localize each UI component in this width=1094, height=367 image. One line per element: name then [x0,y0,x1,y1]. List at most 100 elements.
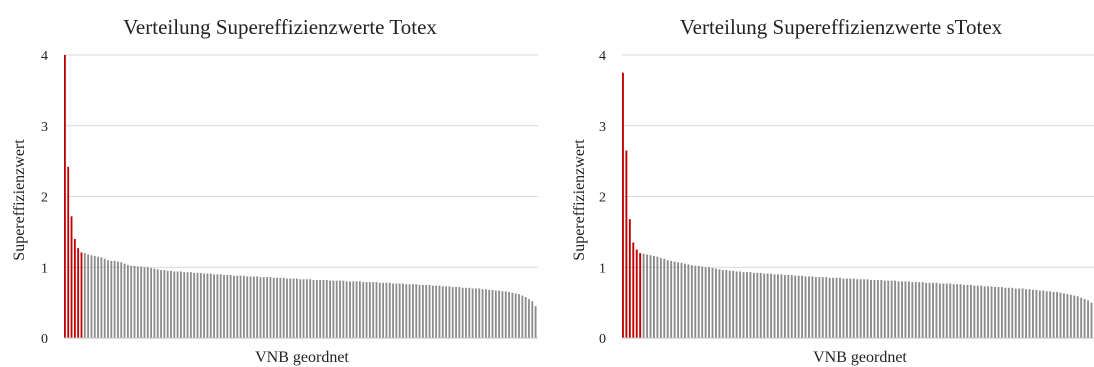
bar [1000,287,1003,338]
bar [918,282,921,338]
bar [673,261,676,338]
bar [663,258,666,338]
bar [372,282,375,338]
bar [352,281,355,338]
bar [856,279,859,338]
bar [332,280,335,338]
bar [646,254,649,338]
highlighted-bar [622,72,624,338]
highlighted-bar [628,219,631,338]
bar [987,286,990,338]
bar [952,284,955,338]
highlighted-bar [67,166,70,338]
bar [524,296,527,338]
bar [873,279,876,338]
bar [471,288,474,338]
bar [697,265,700,338]
bar [721,270,724,338]
bar [458,287,461,338]
bar [818,277,821,338]
bar [325,279,328,338]
bar [378,282,381,338]
bar [911,282,914,338]
bar [1080,297,1083,338]
bar [107,260,109,338]
bar [123,263,126,338]
bar [852,278,855,338]
bar [349,281,351,338]
bar [666,260,669,338]
bar [209,273,212,338]
bar [435,285,438,338]
bar [309,279,312,338]
bar [478,288,481,338]
bar [835,277,838,338]
bar [687,264,690,338]
bar [455,287,457,338]
bar [504,291,507,338]
y-tick-labels: 0 1 2 3 4 [41,49,48,347]
bar [322,279,325,338]
bar [801,275,804,338]
bar [1066,294,1069,338]
bar [166,270,169,338]
bar [1090,302,1093,339]
bar [501,291,504,338]
bar [1083,299,1086,338]
bar [266,277,269,338]
bar [680,263,683,338]
bar [839,277,841,338]
bar [521,295,524,338]
bar [475,288,477,338]
bar [969,284,972,338]
bar [690,265,693,338]
bar [375,282,378,338]
bar [1045,291,1048,338]
bar [100,257,103,338]
bar [206,273,209,338]
bar [305,279,308,338]
highlighted-bar [635,249,638,338]
bar [173,271,176,338]
bar [794,275,797,338]
bar [93,255,96,338]
bar [773,274,776,338]
bar [289,278,292,338]
bar [845,278,848,338]
bar [1042,290,1045,338]
y-axis-label: Supereffizienzwert [11,139,28,261]
bar [342,280,345,338]
highlighted-bar [64,55,66,338]
y-tick-labels: 0 1 2 3 4 [599,49,606,347]
bar [126,265,129,338]
bar [1014,288,1017,338]
y-tick-label: 2 [599,191,606,206]
bar [1025,289,1027,338]
bar [1087,300,1089,338]
bar [117,261,119,338]
y-axis-label: Supereffizienzwert [571,139,588,261]
bar [1073,295,1076,338]
bar [866,279,869,338]
bar [242,275,245,338]
bar [246,276,249,338]
bar [514,293,517,338]
bar [196,272,199,338]
bar [725,270,728,338]
bar [153,268,156,338]
bar [1018,288,1021,338]
bar [832,277,835,338]
bar [811,276,814,338]
bar [870,279,872,338]
bar [935,282,938,338]
bar [938,283,941,338]
bar [156,269,159,338]
bars [64,55,537,338]
bar [223,275,225,338]
bar [110,260,113,338]
bar [233,275,235,338]
bar [279,277,282,338]
bar [704,267,707,338]
bar [365,282,368,338]
y-tick-label: 1 [41,261,48,276]
